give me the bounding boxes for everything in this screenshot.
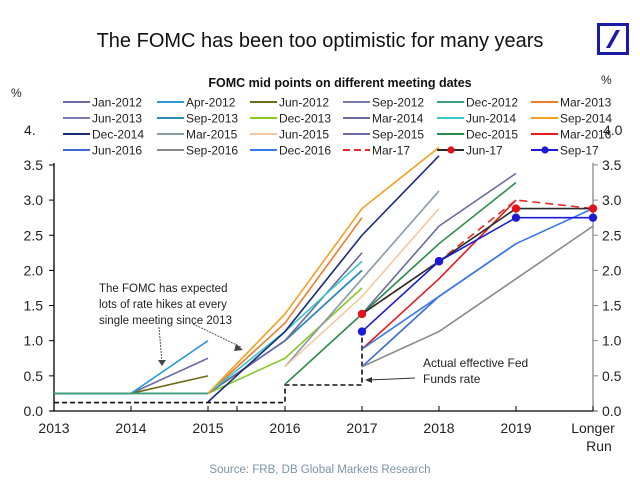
arrowhead-icon [234,344,243,351]
legend-label: Sep-2013 [186,112,238,126]
legend-label: Dec-2012 [466,96,518,110]
data-point-sep-17 [434,257,444,266]
annotation-arrow [368,377,416,381]
series-line-jan-2012 [54,357,209,395]
data-point-sep-17 [511,213,521,222]
y-tick-right-top: 4.0 [603,122,623,138]
deutsche-bank-logo-icon [597,23,629,55]
legend-label: Jun-2012 [279,96,329,110]
y-tick-label-right: 3.0 [602,192,622,208]
x-tick-label: Run [586,438,612,454]
legend-label: Sep-2016 [186,144,238,158]
y-tick-label-right: 2.0 [602,262,622,278]
legend-label: Jan-2012 [92,96,142,110]
y-tick-label-left: 2.0 [24,262,44,278]
series-line-dec-2014 [207,155,440,403]
series-line-mar-2015 [284,190,440,368]
y-tick-label-left: 1.5 [24,298,44,314]
series-line-sep-17 [361,216,593,333]
y-tick-label-right: 3.5 [602,157,622,173]
y-tick-label-right: 1.0 [602,333,622,349]
data-point-jun-17 [357,309,367,319]
y-tick-label-right: 1.5 [602,298,622,314]
arrowhead-icon [365,377,372,383]
legend-label: Mar-2015 [186,128,238,142]
series-line-apr-2012 [54,340,209,395]
legend-label: Sep-2015 [372,128,424,142]
annotation-text: Actual effective Fed [423,356,528,370]
y-tick-label-right: 0.0 [602,403,622,419]
data-point-jun-17 [511,204,521,213]
x-tick-label: 2018 [423,420,454,436]
x-tick-label: Longer [571,420,615,436]
legend-label: Sep-17 [560,144,599,158]
legend-label: Mar-2013 [560,96,612,110]
x-tick-label: 2019 [500,420,531,436]
actual-fed-funds-line [54,329,363,404]
annotation-arrow [192,323,242,348]
series-line-dec-2013 [207,287,363,395]
legend-label: Jun-2013 [92,112,142,126]
series-line-sep-2014 [207,146,440,394]
y-tick-label-right: 0.5 [602,368,622,384]
series-line-jun-2012 [54,375,209,395]
y-axis-label-right: % [601,73,612,87]
y-tick-label-left: 2.5 [24,227,44,243]
annotation-text: single meeting since 2013 [99,315,232,327]
y-axis-label-left: % [11,86,22,100]
y-tick-label-left: 3.0 [24,192,44,208]
legend-label: Dec-2016 [279,144,331,158]
series-line-sep-2016 [361,225,594,368]
series-line-dec-2015 [284,181,517,385]
source-note: Source: FRB, DB Global Markets Research [209,464,431,476]
series-line-mar-2016 [361,199,517,350]
x-tick-label: 2015 [192,420,223,436]
annotation-text: lots of rate hikes at every [99,299,227,311]
legend-label: Jun-2015 [279,128,329,142]
y-tick-label-right: 2.5 [602,227,622,243]
y-tick-label-left: 1.0 [24,333,44,349]
x-tick-label: 2013 [38,420,69,436]
x-tick-label: 2017 [346,420,377,436]
legend-label: Sep-2012 [372,96,424,110]
x-tick-label: 2014 [115,420,146,436]
series-line-jun-2014 [207,260,363,395]
annotation-text: Funds rate [423,372,481,386]
legend-label: Jun-17 [466,144,503,158]
arrowhead-icon [158,360,166,366]
legend-label: Jun-2016 [92,144,142,158]
series-line-jun-2015 [284,208,440,368]
legend-label: Apr-2012 [186,96,236,110]
annotation-text: The FOMC has expected [99,283,227,295]
data-point-jun-17 [588,204,598,213]
chart-title: FOMC mid points on different meeting dat… [208,76,471,90]
legend-label: Sep-2014 [560,112,612,126]
series-line-mar-2013 [207,217,363,395]
y-tick-label-left: 0.0 [24,403,44,419]
data-point-sep-17 [357,327,367,336]
x-tick-label: 2016 [269,420,300,436]
series-line-sep-2015 [361,172,517,315]
legend-marker [447,146,455,154]
legend-label: Dec-2015 [466,128,518,142]
legend-label: Dec-2013 [279,112,331,126]
legend-marker [541,146,549,154]
legend-label: Jun-2014 [466,112,516,126]
y-tick-label-left: 0.5 [24,368,44,384]
legend-label: Mar-17 [372,144,410,158]
series-line-dec-2016 [361,207,594,350]
chart-headline: The FOMC has been too optimistic for man… [96,30,544,52]
series-line-jun-17 [361,207,593,315]
series-line-mar-2014 [207,252,363,395]
annotation-arrow [158,326,163,364]
legend-label: Dec-2014 [92,128,144,142]
y-tick-label-left: 3.5 [24,157,44,173]
data-point-sep-17 [588,213,598,222]
legend-label: Mar-2016 [560,128,612,142]
legend-label: Mar-2014 [372,112,424,126]
y-tick-left-top: 4. [24,122,36,138]
